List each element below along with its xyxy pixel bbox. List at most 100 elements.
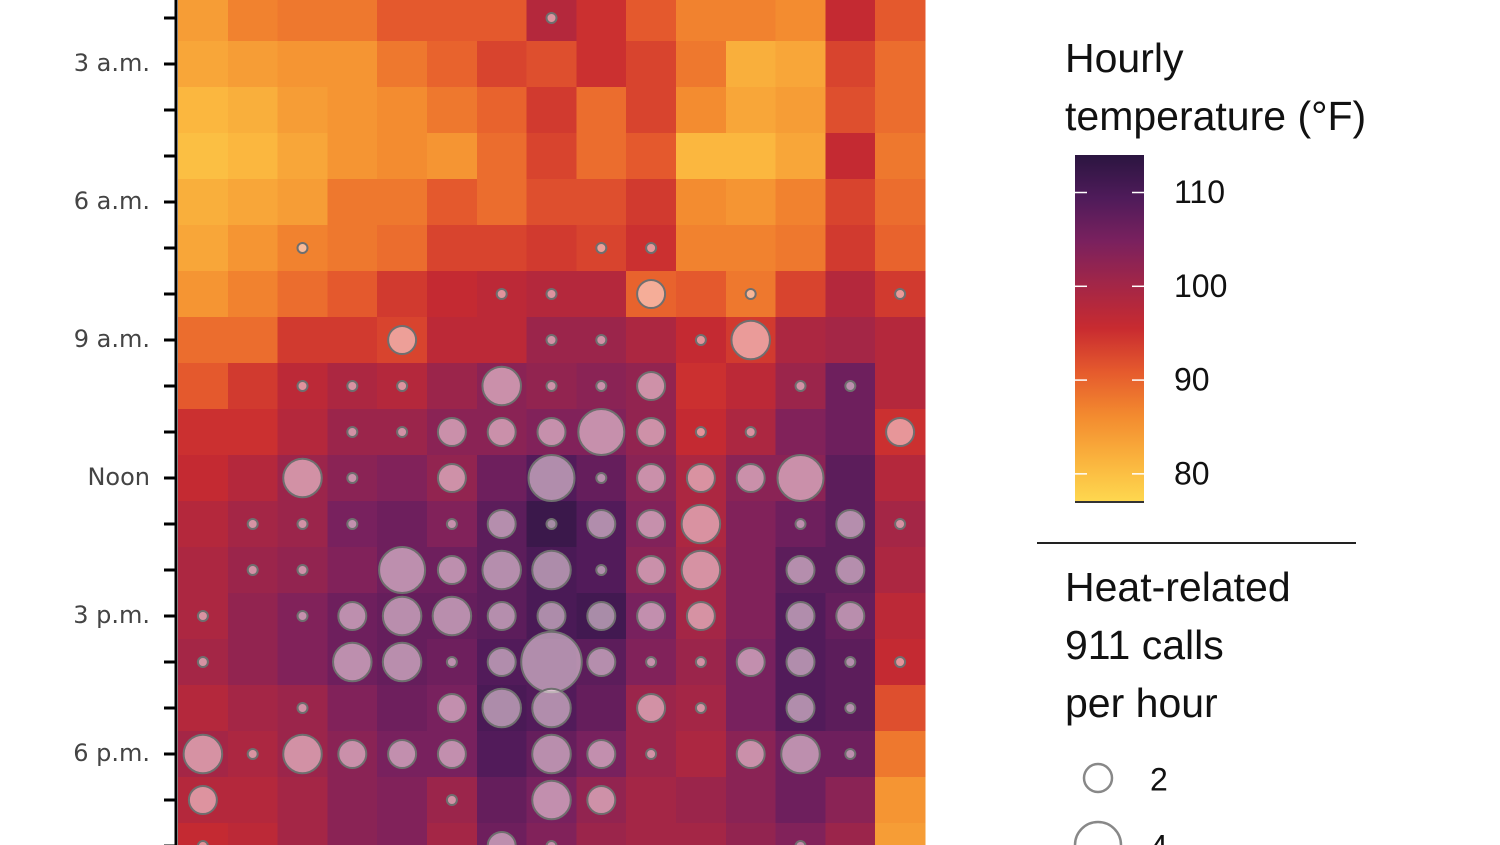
heat-cell: [178, 455, 229, 502]
heat-cell: [377, 179, 428, 226]
call-bubble: [636, 371, 667, 401]
heat-cell: [526, 133, 577, 180]
call-bubble: [387, 325, 418, 355]
heat-cell: [377, 777, 428, 824]
call-bubble: [387, 739, 418, 769]
heat-cell: [227, 409, 279, 456]
call-bubble: [536, 417, 567, 447]
call-bubble: [481, 365, 522, 407]
call-bubble: [844, 748, 857, 760]
heat-cell: [825, 179, 876, 226]
heat-cell: [725, 225, 777, 272]
heat-cell: [327, 225, 378, 272]
call-bubble: [694, 702, 707, 714]
heat-cell: [427, 225, 478, 272]
call-bubble: [586, 509, 617, 539]
heat-cell: [327, 87, 378, 134]
call-bubble: [785, 555, 816, 585]
heat-cell: [775, 409, 826, 456]
call-bubble: [645, 656, 658, 668]
heat-cell: [277, 317, 328, 364]
colorbar-tick-label: 100: [1174, 268, 1227, 304]
heat-cell: [875, 133, 926, 180]
heat-cell: [676, 777, 727, 824]
call-bubble: [776, 454, 825, 502]
y-tick-label: 6 a.m.: [74, 187, 150, 215]
heat-cell: [327, 271, 378, 318]
heat-cell: [626, 823, 677, 845]
call-bubble: [595, 564, 608, 576]
heat-cell: [377, 225, 428, 272]
call-bubble: [436, 463, 467, 493]
heat-cell: [178, 501, 229, 548]
call-bubble: [844, 656, 857, 668]
heat-cell: [775, 179, 826, 226]
heat-cell: [178, 0, 229, 42]
heat-cell: [227, 41, 279, 88]
heat-cell: [875, 731, 926, 778]
heat-cell: [427, 179, 478, 226]
heat-cell: [427, 133, 478, 180]
call-bubble: [282, 733, 323, 775]
call-bubble: [685, 601, 716, 631]
call-bubble: [337, 739, 368, 769]
heat-cell: [725, 547, 777, 594]
call-bubble: [586, 739, 617, 769]
call-bubble: [431, 595, 473, 637]
heat-cell: [725, 593, 777, 640]
call-bubble: [794, 518, 807, 530]
call-bubble: [196, 840, 209, 845]
call-bubble: [182, 733, 224, 775]
heat-cell: [178, 87, 229, 134]
heat-cell: [427, 317, 478, 364]
call-bubble: [346, 472, 359, 484]
call-bubble: [885, 417, 916, 447]
call-bubble: [531, 733, 572, 775]
heat-cell: [825, 133, 876, 180]
heat-cell: [178, 271, 229, 318]
call-bubble: [296, 518, 309, 530]
heat-cell: [676, 225, 727, 272]
heat-cell: [676, 823, 727, 845]
call-bubble: [636, 279, 667, 309]
call-bubble: [346, 380, 359, 392]
call-bubble: [694, 426, 707, 438]
call-bubble: [436, 555, 467, 585]
heat-cell: [377, 41, 428, 88]
heat-cell: [327, 685, 378, 732]
colorbar: [1075, 155, 1144, 502]
call-bubble: [636, 417, 667, 447]
heat-cell: [875, 41, 926, 88]
y-tick-label: Noon: [87, 463, 150, 491]
call-bubble: [531, 687, 572, 729]
call-bubble: [730, 319, 771, 361]
heat-cell: [725, 501, 777, 548]
heat-cell: [227, 87, 279, 134]
heat-cell: [676, 41, 727, 88]
heat-cell: [775, 777, 826, 824]
heat-cell: [476, 41, 528, 88]
heat-cell: [725, 179, 777, 226]
call-bubble: [835, 509, 866, 539]
heat-cell: [725, 87, 777, 134]
heat-cell: [377, 87, 428, 134]
heat-cell: [626, 41, 677, 88]
heat-cell: [725, 133, 777, 180]
call-bubble: [694, 656, 707, 668]
heat-cell: [626, 317, 677, 364]
heat-cell: [875, 547, 926, 594]
heat-cell: [427, 271, 478, 318]
size-legend-title: 911 calls: [1065, 622, 1224, 668]
call-bubble: [586, 647, 617, 677]
call-bubble: [296, 610, 309, 622]
heat-cell: [327, 179, 378, 226]
heat-cell: [327, 777, 378, 824]
call-bubble: [246, 518, 259, 530]
heat-cell: [377, 685, 428, 732]
call-bubble: [445, 656, 458, 668]
heat-cell: [875, 455, 926, 502]
heat-cell: [178, 225, 229, 272]
colorbar-tick-label: 90: [1174, 362, 1210, 398]
